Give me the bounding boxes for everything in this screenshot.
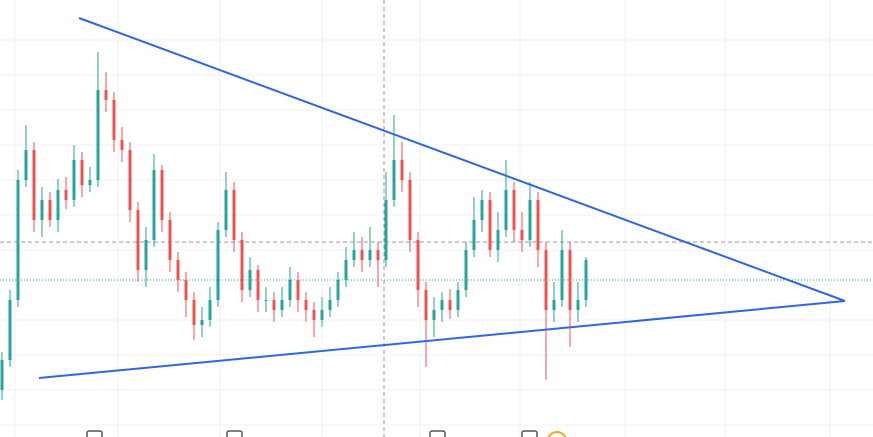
candle-body <box>432 310 436 320</box>
candle-body <box>296 280 300 300</box>
candle-body <box>512 190 516 230</box>
candle-body <box>240 240 244 290</box>
candle-body <box>264 300 268 301</box>
candle-body <box>424 290 428 320</box>
candle-body <box>576 300 580 310</box>
candle-body <box>56 190 60 220</box>
candle-body <box>560 250 564 300</box>
candle-body <box>504 190 508 230</box>
candle-body <box>544 250 548 310</box>
candle-body <box>24 150 28 180</box>
candle-body <box>256 270 260 300</box>
event-icon[interactable] <box>86 430 103 437</box>
candle-body <box>112 100 116 140</box>
candle-body <box>400 160 404 180</box>
candle-body <box>136 210 140 270</box>
candle-body <box>96 90 100 180</box>
candle-body <box>472 220 476 250</box>
candle-body <box>368 250 372 260</box>
candle-body <box>528 200 532 240</box>
candle-body <box>40 200 44 220</box>
candle-body <box>376 250 380 260</box>
candle-body <box>248 270 252 290</box>
candle-body <box>200 320 204 325</box>
candle-body <box>16 180 20 300</box>
candle-body <box>232 190 236 240</box>
candle-body <box>280 300 284 310</box>
candle-body <box>288 280 292 300</box>
candle-body <box>0 360 4 390</box>
candle-body <box>496 230 500 250</box>
candle-body <box>184 280 188 300</box>
candle-body <box>64 190 68 200</box>
dividend-icon[interactable] <box>547 431 567 437</box>
candle-body <box>88 180 92 185</box>
candle-body <box>8 300 12 360</box>
candle-body <box>352 250 356 260</box>
candle-body <box>568 250 572 310</box>
candle-body <box>336 280 340 300</box>
trendline <box>38 300 846 379</box>
candle-body <box>208 300 212 320</box>
candle-body <box>536 200 540 250</box>
candle-body <box>80 160 84 185</box>
event-icon[interactable] <box>521 430 538 437</box>
bottom-toolbar <box>86 430 567 437</box>
candle-body <box>328 300 332 310</box>
candle-body <box>584 260 588 300</box>
candle-body <box>416 240 420 290</box>
candle-body <box>176 260 180 280</box>
candle-body <box>48 200 52 220</box>
candle-body <box>344 260 348 280</box>
candle-body <box>128 150 132 210</box>
candle-body <box>152 170 156 240</box>
candle-body <box>464 250 468 290</box>
candle-body <box>456 290 460 310</box>
candle-body <box>320 310 324 320</box>
candle-body <box>224 190 228 230</box>
candles <box>0 52 588 400</box>
candle-body <box>304 300 308 310</box>
candle-body <box>32 150 36 220</box>
candle-body <box>384 200 388 260</box>
candle-body <box>440 300 444 310</box>
candle-body <box>392 160 396 200</box>
candle-body <box>72 160 76 200</box>
candle-body <box>408 180 412 240</box>
event-icon[interactable] <box>226 430 243 437</box>
candle-body <box>168 220 172 260</box>
candle-body <box>192 300 196 325</box>
event-icon[interactable] <box>429 430 446 437</box>
trendlines <box>38 17 846 379</box>
candle-body <box>312 310 316 320</box>
candle-body <box>160 170 164 220</box>
candle-body <box>488 200 492 250</box>
candle-body <box>272 300 276 310</box>
candle-body <box>520 230 524 240</box>
candle-body <box>120 140 124 150</box>
candle-body <box>144 240 148 270</box>
trendline <box>78 17 846 302</box>
candle-body <box>360 250 364 260</box>
candle-body <box>448 300 452 310</box>
candle-body <box>216 230 220 300</box>
candle-body <box>104 90 108 100</box>
candle-body <box>552 300 556 310</box>
candle-body <box>480 200 484 220</box>
